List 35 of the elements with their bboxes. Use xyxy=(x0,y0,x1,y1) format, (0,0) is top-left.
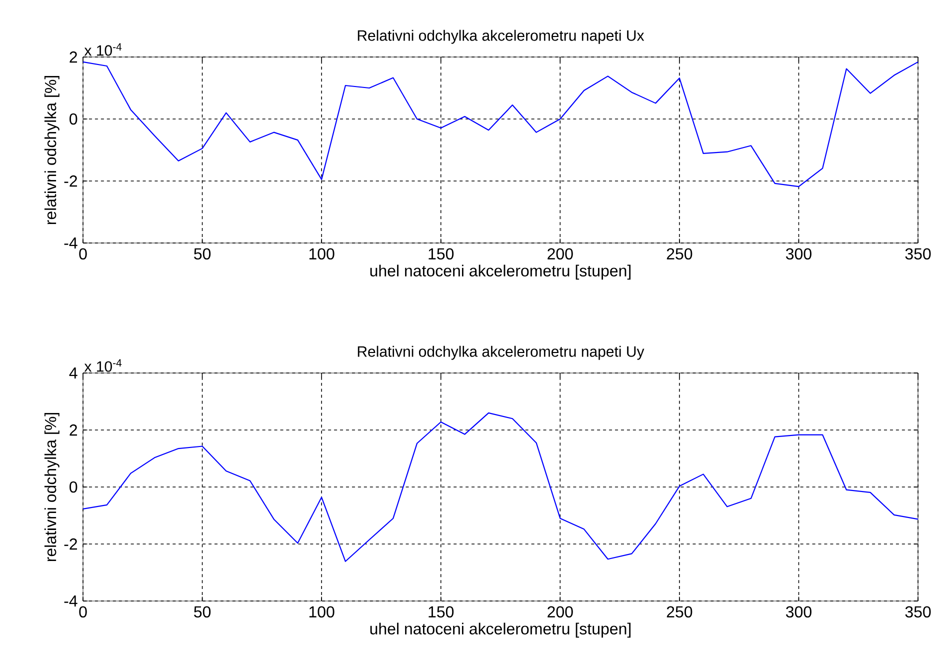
y-tick-label: 0 xyxy=(70,481,78,493)
y-tick-label: 2 xyxy=(70,51,77,63)
y-tick-label: -4 xyxy=(64,595,78,607)
x-tick-label: 300 xyxy=(786,606,812,618)
x-tick-label: 250 xyxy=(666,606,692,618)
y-tick-label: 2 xyxy=(70,424,77,436)
x-tick-label: 100 xyxy=(309,248,334,260)
y-axis-title: relativni odchylka [%] xyxy=(44,76,60,224)
x-tick-label: 300 xyxy=(786,248,812,260)
x-axis-title: uhel natoceni akcelerometru [stupen] xyxy=(370,622,631,638)
x-tick-label: 100 xyxy=(309,606,334,618)
line-series xyxy=(82,61,919,188)
x-tick-label: 350 xyxy=(905,606,931,618)
y-tick-label: 0 xyxy=(70,113,78,125)
x-tick-label: 150 xyxy=(428,248,454,260)
line-series xyxy=(82,412,919,562)
x-tick-label: 50 xyxy=(194,248,211,260)
x-tick-label: 150 xyxy=(428,606,454,618)
x-tick-label: 0 xyxy=(79,248,87,260)
y-tick-label: -2 xyxy=(64,175,77,187)
x-tick-label: 250 xyxy=(666,248,692,260)
x-tick-label: 200 xyxy=(548,248,573,260)
x-axis-title: uhel natoceni akcelerometru [stupen] xyxy=(370,264,631,280)
chart-title: Relativni odchylka akcelerometru napeti Uy xyxy=(358,346,644,360)
text: x 10$^{-4}$ xyxy=(84,43,122,56)
x-tick-label: 350 xyxy=(905,248,931,260)
y-tick-label: -4 xyxy=(64,237,78,248)
x-tick-label: 0 xyxy=(79,606,87,618)
text: x 10$^{-4}$ xyxy=(84,359,122,372)
y-axis-title: relativni odchylka [%] xyxy=(44,413,60,562)
x-tick-label: 50 xyxy=(194,606,211,618)
y-tick-label: -2 xyxy=(64,538,77,550)
x-tick-label: 200 xyxy=(548,606,573,618)
chart-title: Relativni odchylka akcelerometru napeti Ux xyxy=(358,30,644,44)
y-tick-label: 4 xyxy=(69,367,78,379)
